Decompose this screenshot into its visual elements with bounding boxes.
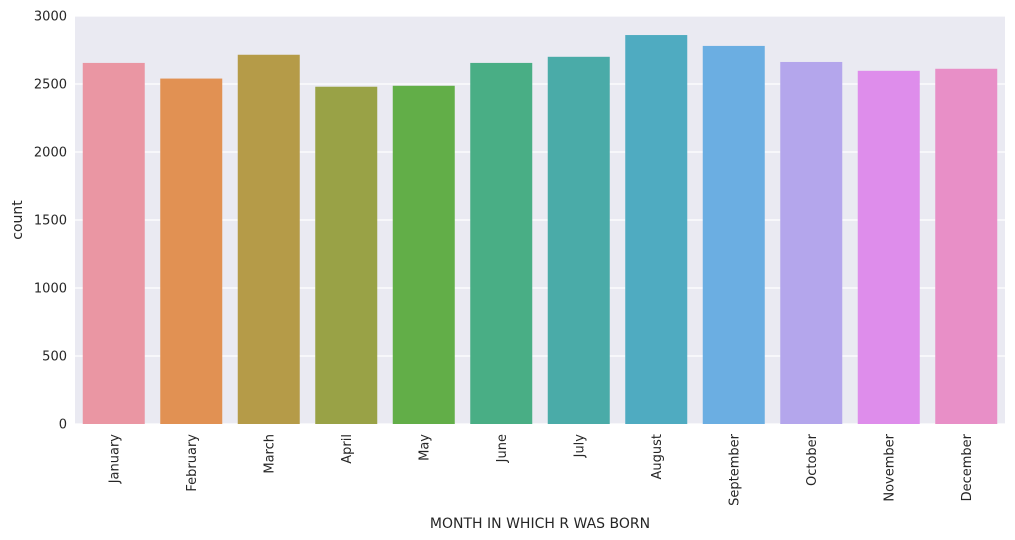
bar-august — [625, 35, 688, 424]
y-tick-label: 500 — [42, 350, 67, 365]
x-axis-label: MONTH IN WHICH R WAS BORN — [430, 516, 650, 532]
bar-february — [160, 78, 223, 424]
x-tick-label: September — [727, 433, 742, 506]
x-tick-label: August — [650, 434, 665, 480]
y-axis-label: count — [10, 200, 26, 240]
bar-april — [315, 86, 378, 424]
bar-march — [237, 54, 300, 424]
bar-november — [857, 70, 920, 425]
bar-december — [935, 68, 998, 424]
y-tick-label: 2000 — [34, 146, 67, 161]
y-tick-label: 3000 — [34, 10, 67, 25]
bar-june — [470, 62, 533, 425]
y-tick-label: 0 — [59, 418, 67, 433]
y-tick-label: 1000 — [34, 282, 67, 297]
bar-september — [702, 45, 765, 425]
x-tick-label: February — [185, 434, 200, 492]
y-tick-label: 1500 — [34, 214, 67, 229]
x-tick-label: November — [882, 433, 897, 501]
x-tick-label: December — [960, 433, 975, 501]
bars — [82, 35, 998, 425]
x-tick-label: May — [417, 434, 432, 461]
bar-may — [392, 85, 455, 424]
x-tick-label: June — [495, 434, 510, 463]
y-tick-labels: 0 500 1000 1500 2000 2500 3000 — [34, 10, 67, 433]
x-tick-label: April — [340, 434, 355, 464]
x-tick-label: July — [572, 434, 587, 459]
x-tick-label: January — [107, 434, 122, 485]
y-tick-label: 2500 — [34, 78, 67, 93]
bar-july — [547, 56, 610, 425]
x-tick-label: October — [805, 433, 820, 486]
bar-january — [82, 62, 145, 425]
gridlines — [75, 15, 1005, 425]
bar-october — [780, 61, 843, 425]
x-tick-labels: January February March April May June July Augu… — [107, 433, 975, 506]
x-tick-label: March — [262, 434, 277, 474]
